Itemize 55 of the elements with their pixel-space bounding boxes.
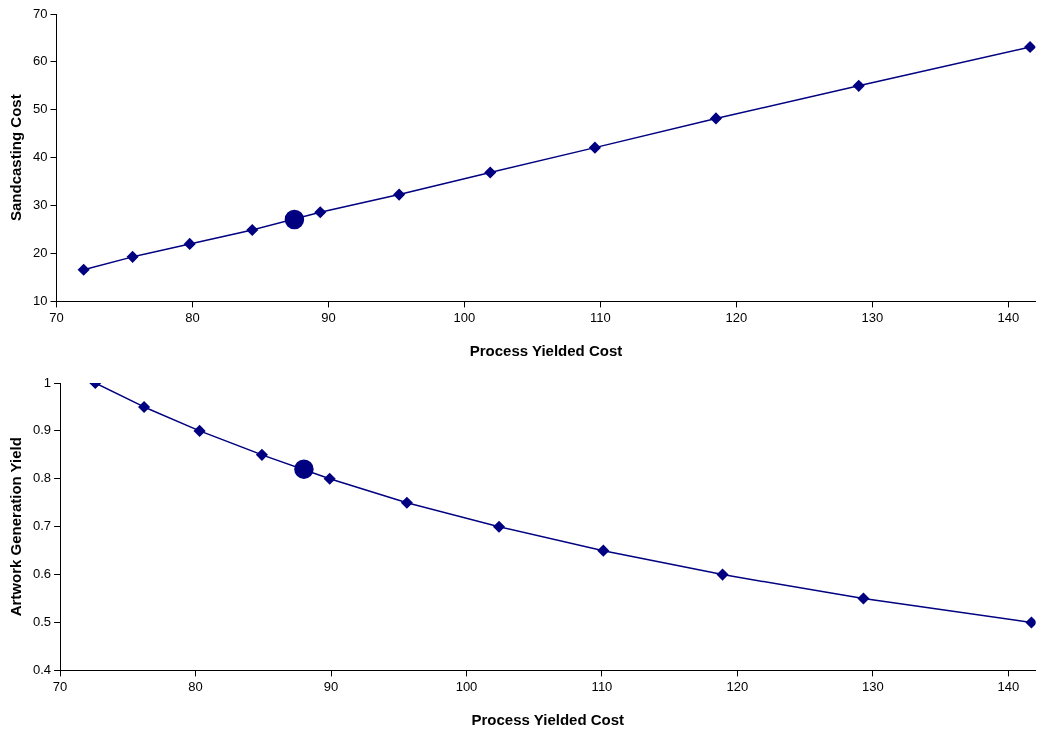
x-tick-label: 90 (321, 309, 336, 325)
point (493, 520, 505, 533)
point (484, 166, 496, 179)
y-tick-label: 0.4 (32, 661, 52, 677)
y-tick-label: 0.6 (32, 566, 52, 582)
point (1025, 616, 1036, 629)
x-tick-label: 140 (997, 678, 1020, 694)
y-tick-label: 20 (32, 245, 48, 261)
x-axis-title: Process Yielded Cost (469, 342, 623, 360)
point (401, 497, 413, 509)
point (716, 568, 729, 581)
x-tick-label: 110 (590, 309, 611, 325)
x-tick-label: 130 (862, 678, 884, 694)
point (314, 206, 327, 219)
y-tick-label: 60 (32, 53, 48, 69)
x-tick-label: 80 (188, 678, 203, 694)
x-tick-label: 90 (323, 678, 339, 694)
x-tick-label: 100 (453, 309, 476, 325)
point (857, 592, 870, 605)
point (710, 112, 722, 125)
y-tick-label: 0.9 (32, 422, 52, 438)
y-tick-label: 40 (32, 149, 48, 165)
point (77, 264, 90, 276)
point (138, 401, 150, 413)
y-tick-label: 30 (32, 197, 48, 213)
x-tick-label: 130 (861, 309, 884, 325)
y-axis-title: Sandcasting Cost (7, 94, 25, 222)
point (597, 544, 610, 557)
x-tick-label: 100 (455, 678, 478, 694)
y-tick-label: 70 (32, 5, 48, 21)
y-tick-label: 10 (32, 292, 48, 308)
point (1024, 41, 1036, 53)
point (183, 238, 196, 250)
point (193, 425, 206, 437)
point (246, 224, 259, 236)
point (323, 473, 336, 485)
y-tick-label: 0.7 (32, 518, 52, 534)
x-tick-label: 70 (49, 309, 64, 325)
y-axis-title: Artwork Generation Yield (7, 437, 25, 617)
point (126, 251, 139, 263)
x-axis-title: Process Yielded Cost (471, 711, 625, 729)
y-tick-label: 0.5 (32, 614, 52, 630)
x-tick-label: 140 (997, 309, 1020, 325)
x-tick-label: 80 (185, 309, 200, 325)
point (256, 449, 268, 461)
point (393, 188, 405, 201)
x-tick-label: 70 (52, 678, 68, 694)
x-tick-label: 120 (725, 309, 748, 325)
x-tick-label: 120 (726, 678, 749, 694)
point (589, 141, 601, 154)
y-tick-label: 0.8 (32, 470, 52, 486)
y-tick-label: 1 (43, 374, 52, 390)
y-tick-label: 50 (32, 101, 48, 117)
x-tick-label: 110 (591, 678, 613, 694)
point (852, 80, 865, 92)
